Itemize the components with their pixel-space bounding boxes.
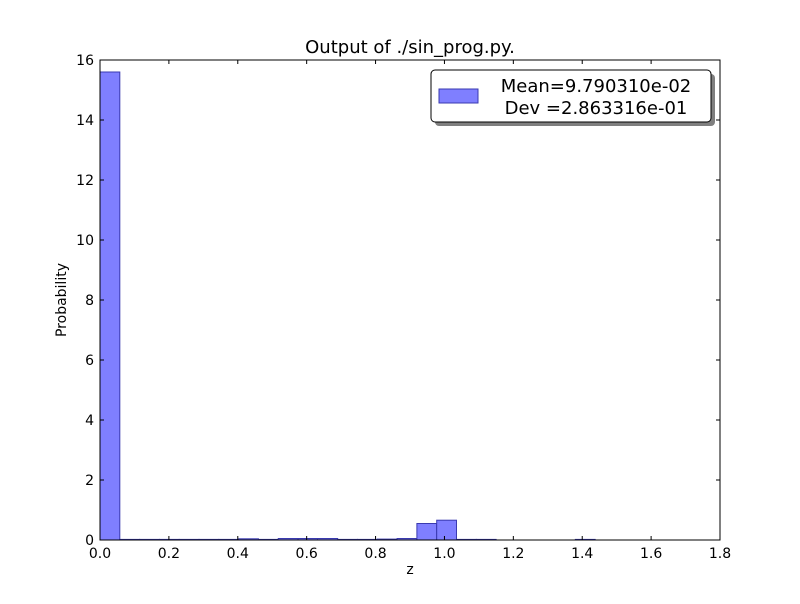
x-tick-label: 1.0 [433, 546, 455, 562]
x-tick-label: 1.6 [640, 546, 662, 562]
legend-entry-mean: Mean=9.790310e-02 [501, 76, 692, 97]
y-axis-label: Probability [54, 263, 70, 337]
axes-frame [99, 59, 721, 541]
x-tick-label: 1.4 [571, 546, 593, 562]
y-tick-label: 2 [85, 473, 94, 489]
x-tick-label: 0.0 [89, 546, 111, 562]
y-tick-label: 6 [85, 353, 94, 369]
x-tick-label: 0.8 [364, 546, 386, 562]
histogram-bar [436, 519, 458, 541]
histogram-bar [416, 523, 438, 541]
x-tick-label: 0.6 [296, 546, 318, 562]
x-axis-ticks: 0.0 0.2 0.4 0.6 0.8 1.0 1.2 1.4 1.6 1.8 [89, 60, 731, 562]
x-axis-label: z [406, 562, 413, 578]
y-tick-label: 12 [76, 173, 94, 189]
x-tick-label: 0.2 [158, 546, 180, 562]
y-tick-label: 4 [85, 413, 94, 429]
histogram-bar [99, 71, 121, 541]
legend-box [430, 69, 712, 123]
legend-swatch [438, 88, 479, 104]
x-tick-label: 0.4 [227, 546, 249, 562]
y-tick-label: 14 [76, 113, 94, 129]
legend: Mean=9.790310e-02 Dev =2.863316e-01 [430, 69, 715, 126]
x-tick-label: 1.2 [502, 546, 524, 562]
y-axis-ticks: 0 2 4 6 8 10 12 14 16 [76, 53, 720, 549]
x-tick-label: 1.8 [709, 546, 731, 562]
y-tick-label: 10 [76, 233, 94, 249]
histogram-bars [99, 71, 596, 541]
chart-title: Output of ./sin_prog.py. [305, 37, 515, 58]
y-tick-label: 0 [85, 533, 94, 549]
y-tick-label: 8 [85, 293, 94, 309]
y-tick-label: 16 [76, 53, 94, 69]
legend-entry-dev: Dev =2.863316e-01 [505, 98, 688, 119]
